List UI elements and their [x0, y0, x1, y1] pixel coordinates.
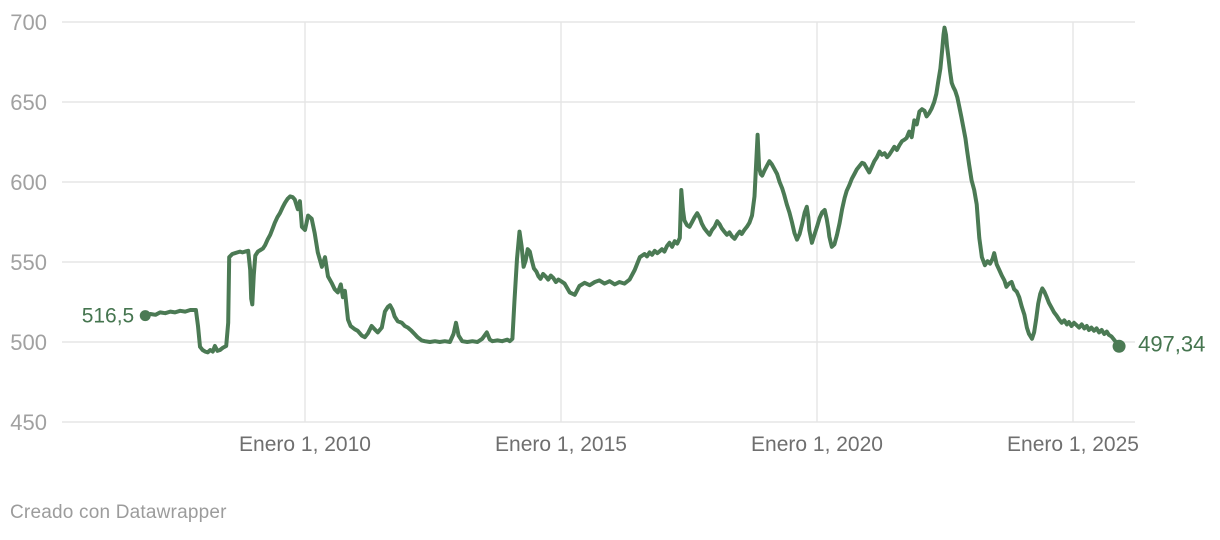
x-tick-label: Enero 1, 2015 — [495, 433, 627, 456]
end-value-label: 497,34 — [1138, 331, 1205, 356]
y-tick-label: 500 — [10, 330, 47, 355]
x-tick-label: Enero 1, 2010 — [239, 433, 371, 456]
y-tick-label: 700 — [10, 10, 47, 35]
y-tick-label: 450 — [10, 410, 47, 435]
y-tick-label: 550 — [10, 250, 47, 275]
x-tick-label: Enero 1, 2020 — [751, 433, 883, 456]
y-tick-label: 600 — [10, 170, 47, 195]
chart-line[interactable] — [143, 25, 1122, 355]
y-tick-label: 650 — [10, 90, 47, 115]
start-point-dot — [139, 310, 151, 322]
x-tick-label: Enero 1, 2025 — [1007, 433, 1139, 456]
start-value-label: 516,5 — [82, 305, 135, 328]
end-point-dot — [1112, 339, 1126, 353]
attribution-link[interactable]: Creado con Datawrapper — [10, 502, 227, 523]
